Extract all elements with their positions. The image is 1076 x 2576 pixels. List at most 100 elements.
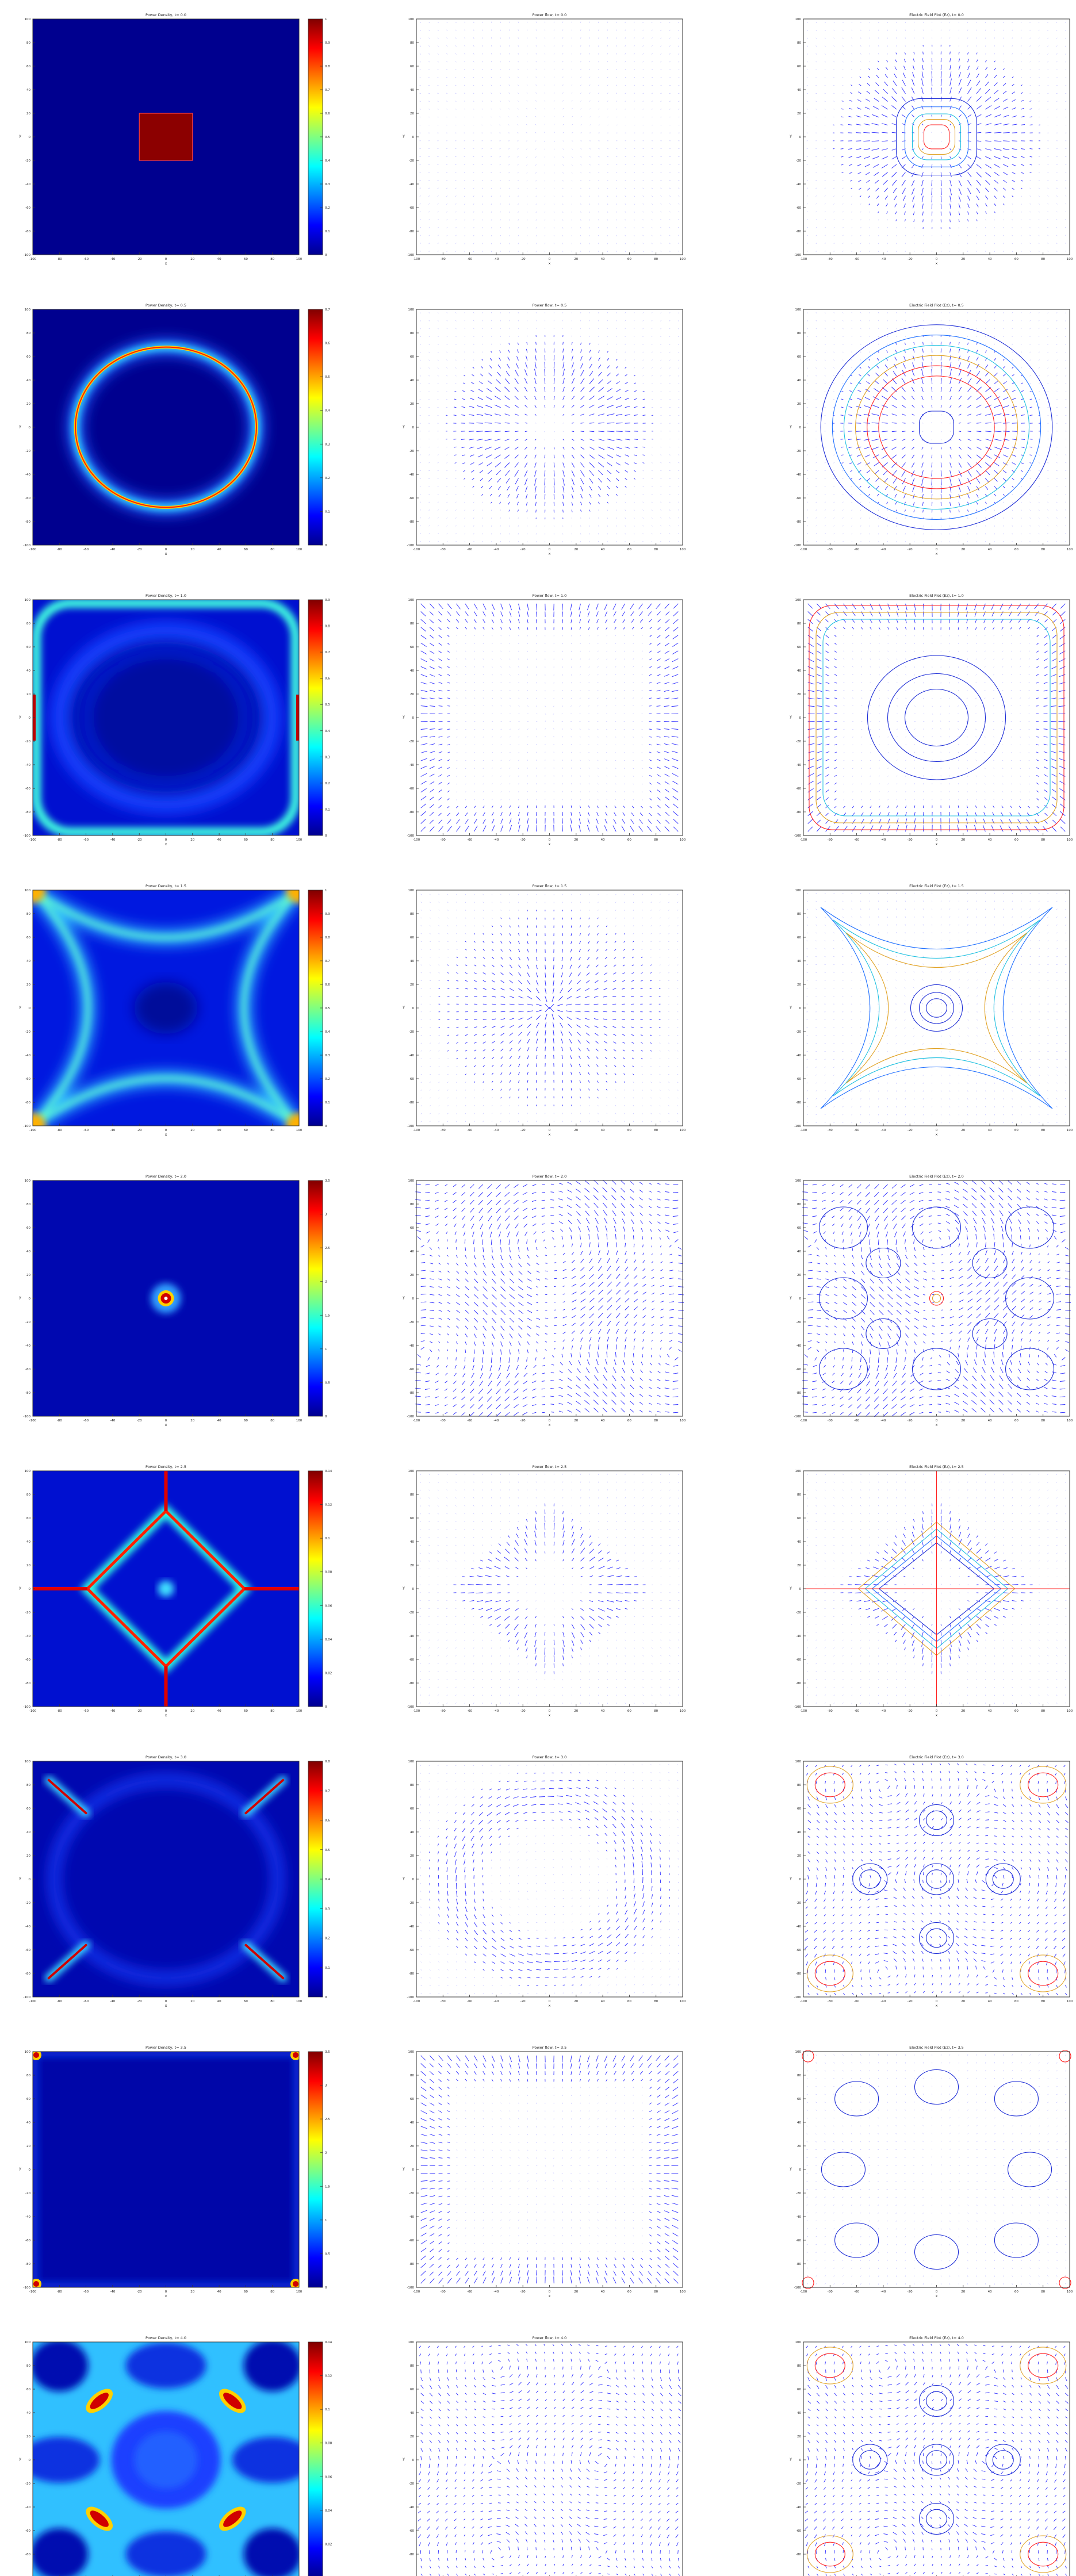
quiver-arrow xyxy=(871,123,879,125)
quiver-arrow xyxy=(614,812,617,816)
quiver-arrow xyxy=(642,172,644,173)
quiver-arrow xyxy=(1038,501,1040,503)
quiver-arrow xyxy=(1012,107,1017,110)
quiver-arrow xyxy=(887,328,888,329)
quiver-arrow xyxy=(815,328,817,329)
quiver-arrow xyxy=(633,768,634,769)
quiver-arrow xyxy=(419,250,421,252)
y-tick-label: 100 xyxy=(795,18,802,21)
quiver-arrow xyxy=(429,658,435,662)
quiver-arrow xyxy=(922,342,924,345)
quiver-arrow xyxy=(589,350,591,353)
quiver-arrow xyxy=(1020,85,1023,86)
quiver-arrow xyxy=(884,486,888,490)
panel-title: Power flow, t= 0.5 xyxy=(533,303,567,308)
quiver-arrow xyxy=(1065,37,1066,39)
quiver-arrow xyxy=(872,164,879,168)
quiver-arrow xyxy=(447,729,450,730)
quiver-arrow xyxy=(455,243,457,244)
quiver-arrow xyxy=(1003,397,1009,400)
quiver-arrow xyxy=(579,611,581,617)
quiver-arrow xyxy=(437,478,439,480)
x-tick-label: 0 xyxy=(936,258,938,261)
quiver-arrow xyxy=(525,362,528,369)
quiver-arrow xyxy=(958,396,962,400)
quiver-arrow xyxy=(500,21,501,23)
quiver-arrow xyxy=(481,164,483,166)
quiver-arrow xyxy=(967,446,972,450)
quiver-arrow xyxy=(518,195,519,197)
quiver-arrow xyxy=(958,172,962,178)
quiver-arrow xyxy=(660,179,662,181)
quiver-arrow xyxy=(824,53,826,55)
quiver-arrow xyxy=(815,187,817,189)
quiver-arrow xyxy=(883,379,888,385)
quiver-arrow xyxy=(456,826,461,832)
quiver-arrow xyxy=(509,235,510,237)
quiver-arrow xyxy=(994,45,995,47)
quiver-arrow xyxy=(859,486,861,488)
quiver-arrow xyxy=(508,179,510,182)
quiver-arrow xyxy=(428,540,430,542)
quiver-arrow xyxy=(833,164,835,165)
quiver-arrow xyxy=(607,328,608,329)
quiver-arrow xyxy=(491,68,492,71)
y-tick-label: -40 xyxy=(25,183,30,186)
quiver-arrow xyxy=(524,431,528,432)
quiver-arrow xyxy=(518,60,519,63)
quiver-arrow xyxy=(633,635,634,637)
quiver-arrow xyxy=(570,811,572,816)
quiver-arrow xyxy=(649,759,652,761)
quiver-arrow xyxy=(642,320,644,321)
quiver-arrow xyxy=(912,156,915,159)
quiver-arrow xyxy=(526,494,528,499)
quiver-arrow xyxy=(480,478,484,481)
quiver-arrow xyxy=(678,250,680,252)
quiver-arrow xyxy=(921,378,924,384)
quiver-arrow xyxy=(887,518,888,519)
quiver-arrow xyxy=(455,320,457,321)
quiver-arrow xyxy=(1029,390,1032,392)
quiver-arrow xyxy=(447,826,452,832)
quiver-arrow xyxy=(455,501,457,503)
quiver-arrow xyxy=(891,156,897,160)
quiver-arrow xyxy=(1012,454,1017,457)
quiver-arrow xyxy=(876,486,879,489)
quiver-arrow xyxy=(580,658,581,660)
y-tick-label: -40 xyxy=(25,473,30,477)
quiver-arrow xyxy=(536,690,537,692)
quiver-arrow xyxy=(491,501,492,504)
quiver-arrow xyxy=(840,148,844,150)
quiver-arrow xyxy=(580,470,585,477)
quiver-arrow xyxy=(985,509,986,511)
quiver-arrow xyxy=(483,627,485,630)
quiver-arrow xyxy=(477,446,483,449)
quiver-arrow xyxy=(598,404,605,408)
quiver-arrow xyxy=(641,689,643,691)
quiver-arrow xyxy=(437,53,439,55)
quiver-arrow xyxy=(994,29,995,31)
quiver-arrow xyxy=(607,541,608,543)
quiver-arrow xyxy=(891,105,897,110)
quiver-arrow xyxy=(673,603,679,609)
x-axis-label: x xyxy=(165,842,167,846)
quiver-arrow xyxy=(1038,407,1040,408)
quiver-arrow xyxy=(447,666,450,668)
quiver-arrow xyxy=(1012,328,1013,329)
quiver-arrow xyxy=(641,806,643,808)
quiver-arrow xyxy=(833,486,835,487)
quiver-arrow xyxy=(678,501,680,503)
quiver-arrow xyxy=(527,775,528,777)
quiver-arrow xyxy=(664,706,669,707)
quiver-arrow xyxy=(1056,235,1058,236)
quiver-arrow xyxy=(903,356,906,361)
quiver-arrow xyxy=(500,227,501,229)
quiver-arrow xyxy=(874,98,879,102)
quiver-arrow xyxy=(1056,172,1058,173)
quiver-arrow xyxy=(518,744,520,746)
quiver-arrow xyxy=(883,470,888,476)
quiver-arrow xyxy=(824,77,826,78)
quiver-arrow xyxy=(1065,470,1067,471)
quiver-arrow xyxy=(562,108,564,110)
quiver-arrow xyxy=(613,819,617,824)
